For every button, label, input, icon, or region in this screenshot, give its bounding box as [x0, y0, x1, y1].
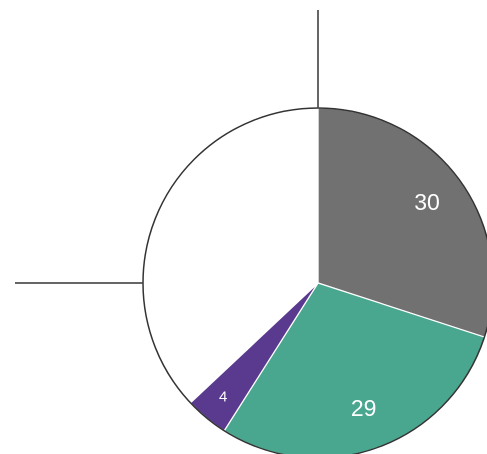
data-label: 29 [351, 395, 377, 421]
data-label: 30 [414, 189, 440, 215]
pie-outline [142, 107, 487, 454]
pie: 30 29 4 [142, 107, 487, 454]
data-label: 4 [219, 389, 227, 406]
